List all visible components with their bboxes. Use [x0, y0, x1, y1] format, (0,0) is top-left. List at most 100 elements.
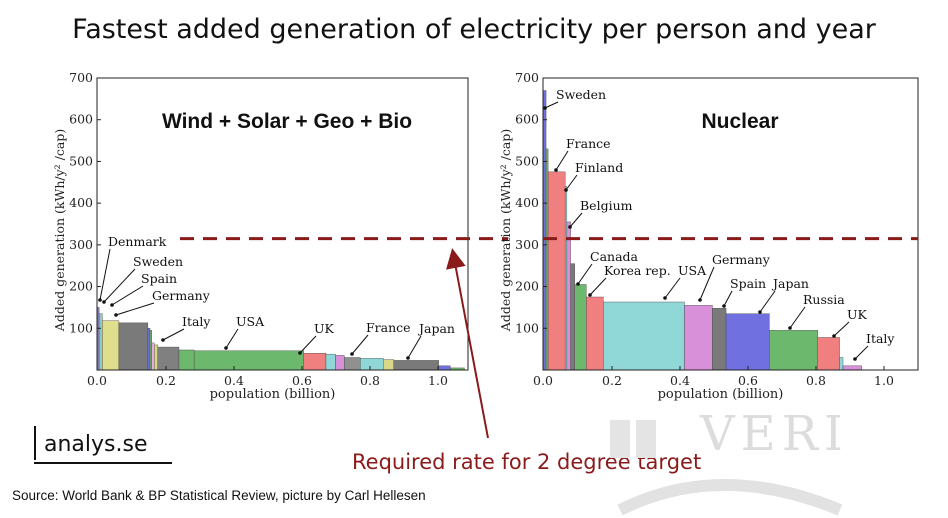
left-x-tick-label: 1.0 — [428, 373, 448, 388]
left-pointer-france — [351, 334, 369, 355]
left-label-japan: Japan — [417, 321, 455, 336]
left-pointer-tip — [406, 356, 410, 360]
right-label-spain: Spain — [730, 276, 766, 291]
right-y-tick-label: 600 — [515, 112, 539, 127]
right-pointer-sweden — [544, 101, 559, 109]
right-x-axis-label: population (billion) — [658, 387, 784, 402]
right-pointer-tip — [758, 310, 762, 314]
left-label-spain: Spain — [141, 271, 177, 286]
left-pointer-tip — [98, 298, 102, 302]
right-pointer-spain — [723, 290, 733, 307]
left-x-tick-label: 0.8 — [360, 373, 380, 388]
left-pointer-uk — [299, 335, 317, 354]
left-pointer-spain — [111, 285, 144, 306]
left-pointer-sweden — [103, 268, 136, 303]
left-x-tick-label: 0.2 — [156, 373, 176, 388]
logo-text: analys.se — [44, 432, 148, 457]
right-pointer-tip — [832, 334, 836, 338]
right-label-uk: UK — [847, 307, 868, 322]
right-pointer-germany — [699, 266, 715, 301]
right-x-tick-label: 0.4 — [670, 373, 690, 388]
page-title: Fastest added generation of electricity … — [72, 14, 876, 45]
right-x-tick-label: 0.6 — [738, 373, 758, 388]
left-label-france: France — [366, 320, 411, 335]
right-y-tick-label: 200 — [515, 279, 539, 294]
right-label-sweden: Sweden — [556, 87, 606, 102]
right-label-russia: Russia — [803, 292, 845, 307]
left-label-usa: USA — [236, 314, 265, 329]
right-y-tick-label: 300 — [515, 237, 539, 252]
right-y-tick-label: 500 — [515, 153, 539, 168]
right-pointer-korea-rep- — [589, 277, 607, 296]
left-label-germany: Germany — [152, 288, 211, 303]
left-y-tick-label: 100 — [69, 320, 93, 335]
right-label-finland: Finland — [575, 160, 623, 175]
right-label-belgium: Belgium — [580, 198, 633, 213]
right-pointer-tip — [698, 298, 702, 302]
right-x-tick-label: 0.2 — [602, 373, 622, 388]
left-y-tick-label: 500 — [69, 153, 93, 168]
right-y-tick-label: 100 — [515, 320, 539, 335]
source-credit: Source: World Bank & BP Statistical Revi… — [12, 488, 426, 503]
watermark-text: VERI — [699, 406, 849, 462]
left-y-tick-label: 300 — [69, 237, 93, 252]
left-label-uk: UK — [314, 321, 335, 336]
left-x-axis-label: population (billion) — [210, 387, 336, 402]
right-label-italy: Italy — [866, 331, 895, 346]
watermark: VERI — [610, 406, 849, 516]
left-pointer-tip — [114, 313, 118, 317]
left-plot-frame — [96, 77, 469, 371]
right-label-canada: Canada — [590, 249, 639, 264]
right-y-axis-label: Added generation (kWh/y² /cap) — [498, 129, 513, 332]
right-pointer-tip — [568, 225, 572, 229]
right-pointer-tip — [588, 293, 592, 297]
right-pointer-tip — [576, 282, 580, 286]
right-pointer-tip — [564, 188, 568, 192]
right-label-france: France — [566, 136, 611, 151]
right-pointer-france — [555, 150, 569, 171]
right-pointer-uk — [833, 321, 850, 337]
left-pointer-tip — [102, 300, 106, 304]
left-pointer-tip — [350, 352, 354, 356]
right-label-germany: Germany — [712, 252, 771, 267]
right-y-tick-label: 700 — [515, 70, 539, 85]
right-pointer-tip — [788, 326, 792, 330]
right-pointer-canada — [577, 263, 593, 285]
left-chart-title: Wind + Solar + Geo + Bio — [162, 110, 412, 133]
left-pointer-japan — [407, 335, 422, 359]
left-y-tick-label: 400 — [69, 195, 93, 210]
right-label-usa: USA — [678, 263, 707, 278]
right-chart-title: Nuclear — [701, 110, 778, 133]
left-label-sweden: Sweden — [133, 254, 183, 269]
right-plot-frame — [542, 77, 919, 371]
right-bar-other-9 — [684, 305, 713, 371]
left-x-tick-label: 0.6 — [292, 373, 312, 388]
right-bar-spain — [725, 313, 770, 371]
left-pointer-tip — [161, 338, 165, 342]
right-pointer-finland — [565, 174, 578, 191]
right-pointer-japan — [759, 290, 776, 313]
left-label-denmark: Denmark — [108, 234, 167, 249]
right-pointer-belgium — [569, 212, 583, 228]
left-pointer-italy — [162, 328, 185, 341]
right-x-tick-label: 0.0 — [533, 373, 553, 388]
left-pointer-denmark — [99, 248, 111, 301]
left-pointer-tip — [224, 346, 228, 350]
right-pointer-tip — [554, 168, 558, 172]
target-arrow-line — [446, 248, 489, 439]
left-pointer-germany — [115, 302, 155, 316]
left-pointer-usa — [225, 328, 239, 349]
right-pointer-tip — [853, 357, 857, 361]
left-y-axis-label: Added generation (kWh/y² /cap) — [52, 129, 67, 332]
right-pointer-usa — [664, 277, 681, 299]
left-y-tick-label: 600 — [69, 112, 93, 127]
left-y-tick-label: 200 — [69, 279, 93, 294]
right-pointer-tip — [543, 106, 547, 110]
left-x-tick-label: 0.4 — [224, 373, 244, 388]
left-pointer-tip — [298, 351, 302, 355]
right-label-japan: Japan — [771, 276, 809, 291]
right-x-tick-label: 0.8 — [806, 373, 826, 388]
